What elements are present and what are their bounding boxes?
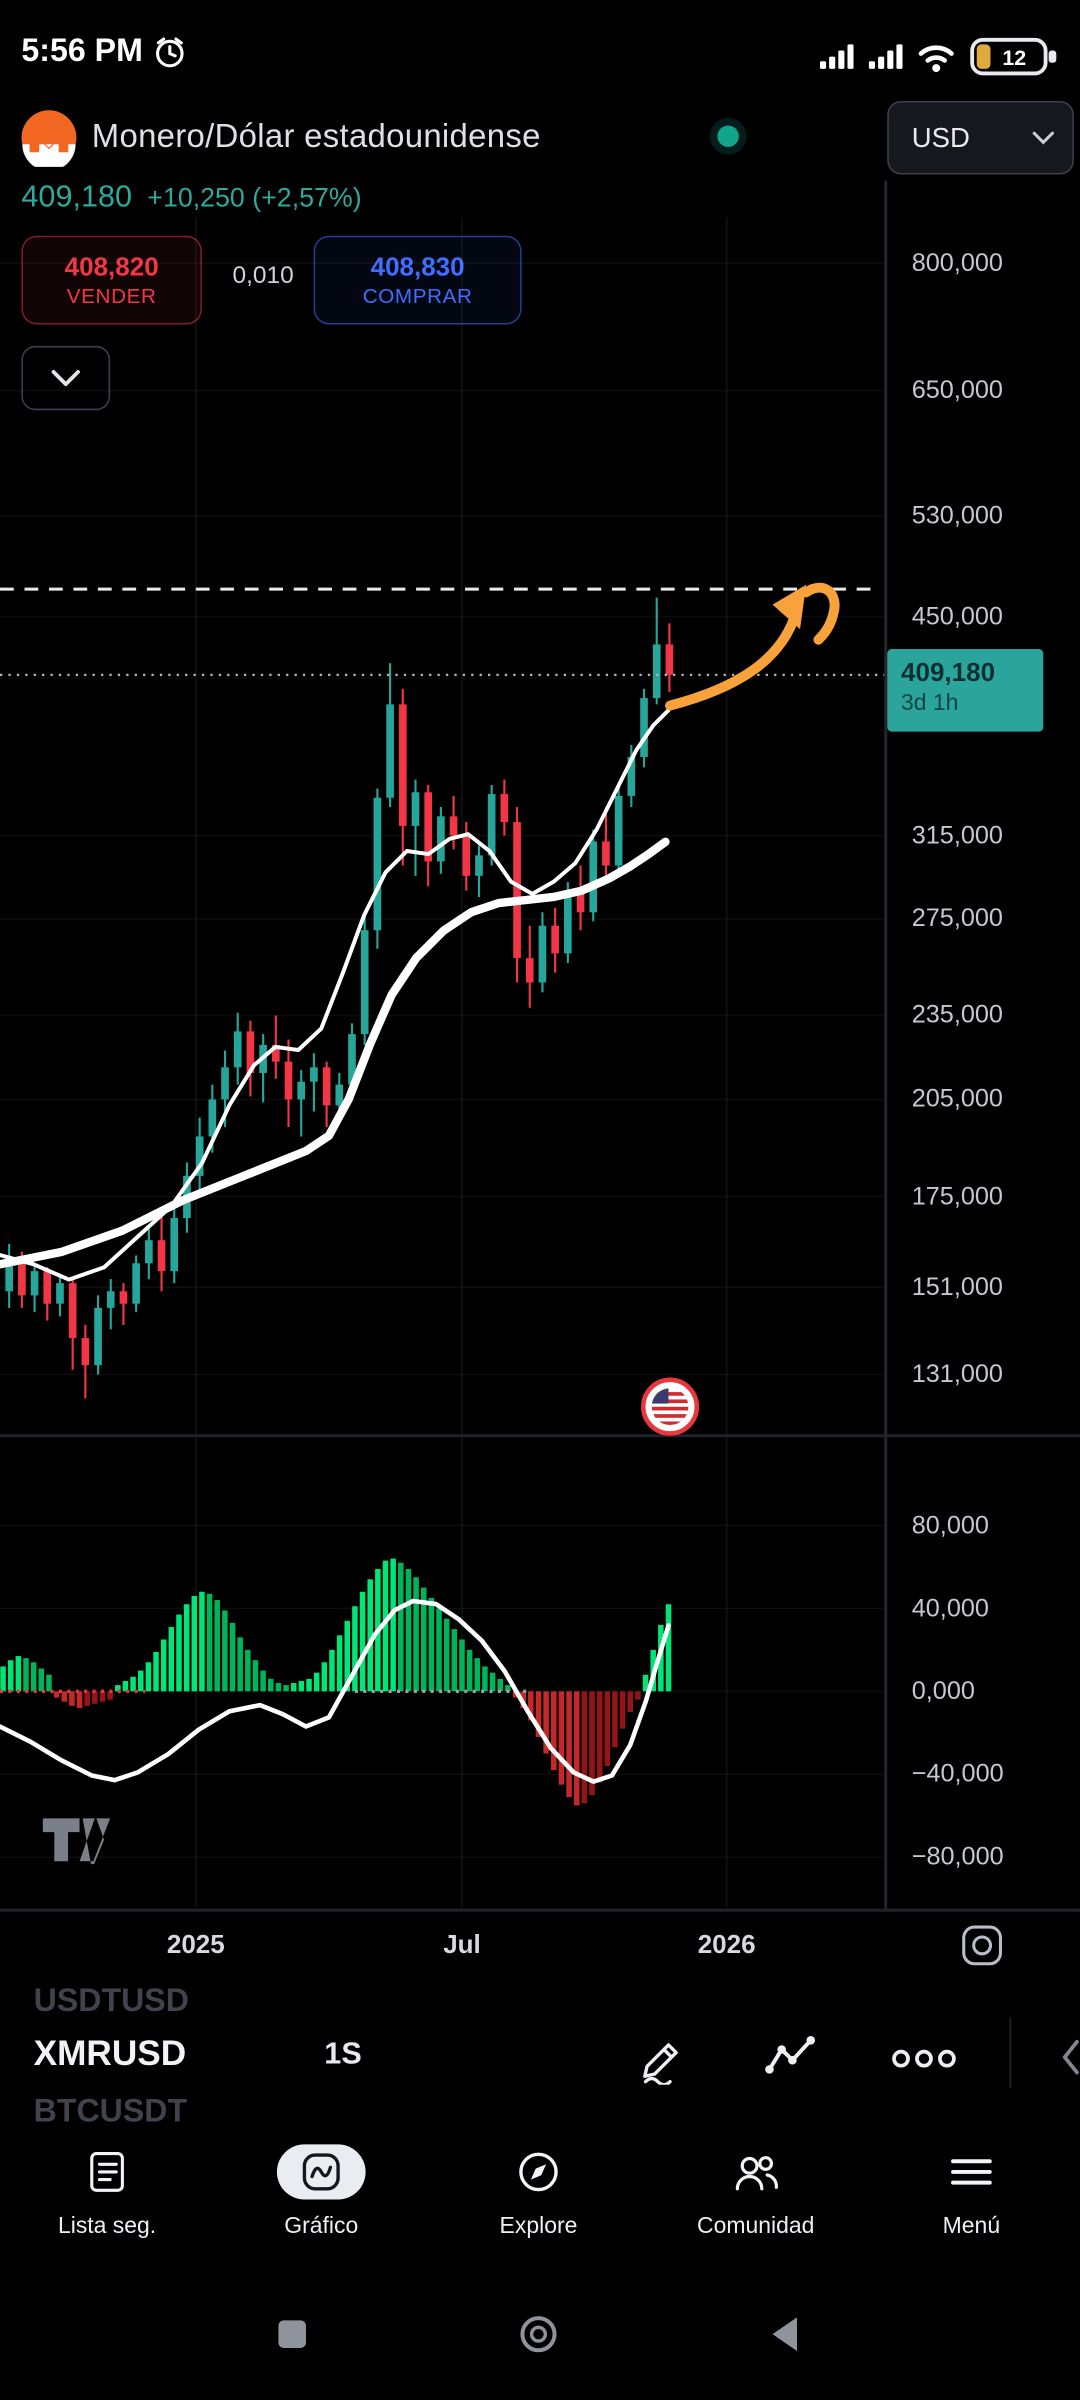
us-flag-event-icon[interactable]: [639, 1376, 700, 1437]
chevron-down-icon: [1032, 130, 1054, 144]
market-status-dot: [717, 125, 739, 147]
cellular-signal-icon: [868, 44, 903, 69]
last-price: 409,180: [21, 180, 133, 215]
spread-value: 0,010: [232, 263, 294, 290]
sell-label: VENDER: [66, 284, 157, 308]
status-icons: 12: [817, 34, 1059, 80]
draw-pencil-icon[interactable]: [638, 2033, 690, 2085]
sell-price: 408,820: [64, 252, 159, 282]
nav-label: Gráfico: [284, 2213, 359, 2240]
quote-row: 409,180 +10,250 (+2,57%): [21, 181, 361, 216]
nav-label: Lista seg.: [57, 2213, 157, 2240]
android-nav-bar: [278, 2316, 797, 2353]
nav-watchlist[interactable]: Lista seg.: [23, 2140, 191, 2239]
indicators-icon[interactable]: [763, 2033, 818, 2082]
nav-label: Menú: [942, 2213, 1001, 2240]
monero-logo: [21, 110, 77, 167]
nav-menu[interactable]: Menú: [887, 2140, 1055, 2239]
ticker-divider: [1009, 2017, 1012, 2088]
symbol-list-prev[interactable]: USDTUSD: [33, 1983, 189, 2019]
currency-select[interactable]: USD: [887, 101, 1074, 175]
time-axis-separator: [0, 1908, 1080, 1911]
symbol-list-next[interactable]: BTCUSDT: [33, 2093, 188, 2130]
back-button[interactable]: [772, 2317, 797, 2352]
battery-icon: 12: [970, 37, 1057, 76]
buy-button[interactable]: 408,830 COMPRAR: [313, 235, 522, 325]
expand-panel-button[interactable]: [21, 345, 111, 411]
cellular-signal-icon: [819, 44, 854, 69]
clock-text: 5:56 PM: [21, 33, 143, 69]
status-time: 5:56 PM: [21, 34, 187, 71]
pair-title: Monero/Dólar estadounidense: [91, 117, 541, 155]
home-button-inner: [529, 2325, 548, 2343]
price-scale-settings-icon[interactable]: [959, 1922, 1005, 1968]
more-options-icon[interactable]: [892, 2048, 956, 2069]
price-change: +10,250 (+2,57%): [147, 182, 362, 213]
nav-chart-selected[interactable]: Gráfico: [237, 2140, 405, 2239]
pane-separator[interactable]: [0, 1434, 1080, 1437]
bar-countdown: 3d 1h: [901, 690, 959, 717]
compass-icon: [519, 2152, 558, 2192]
nav-label: Explore: [499, 2213, 578, 2240]
collapse-chevron-icon[interactable]: [1062, 2037, 1080, 2077]
price-scale-separator: [884, 180, 887, 1911]
nav-explore[interactable]: Explore: [454, 2140, 622, 2239]
currency-select-value: USD: [911, 121, 970, 153]
battery-percent-text: 12: [1002, 46, 1026, 70]
chevron-down-icon: [51, 370, 80, 387]
tradingview-logo: [42, 1818, 111, 1865]
home-button[interactable]: [520, 2316, 557, 2353]
current-price-value: 409,180: [901, 658, 996, 688]
nav-community[interactable]: Comunidad: [672, 2140, 840, 2239]
buy-price: 408,830: [370, 252, 465, 282]
current-price-tag[interactable]: 409,180 3d 1h: [887, 648, 1044, 732]
interval-button[interactable]: 1S: [324, 2037, 362, 2071]
people-icon: [735, 2156, 778, 2191]
symbol-name[interactable]: XMRUSD: [33, 2032, 187, 2073]
sell-button[interactable]: 408,820 VENDER: [21, 235, 202, 325]
hamburger-menu-icon: [951, 2159, 992, 2185]
watchlist-icon: [90, 2152, 124, 2192]
recents-button[interactable]: [278, 2320, 306, 2348]
nav-label: Comunidad: [697, 2213, 815, 2240]
buy-label: COMPRAR: [362, 284, 473, 308]
chart-icon: [302, 2153, 340, 2191]
alarm-clock-icon: [156, 37, 185, 68]
wifi-icon: [918, 45, 954, 73]
